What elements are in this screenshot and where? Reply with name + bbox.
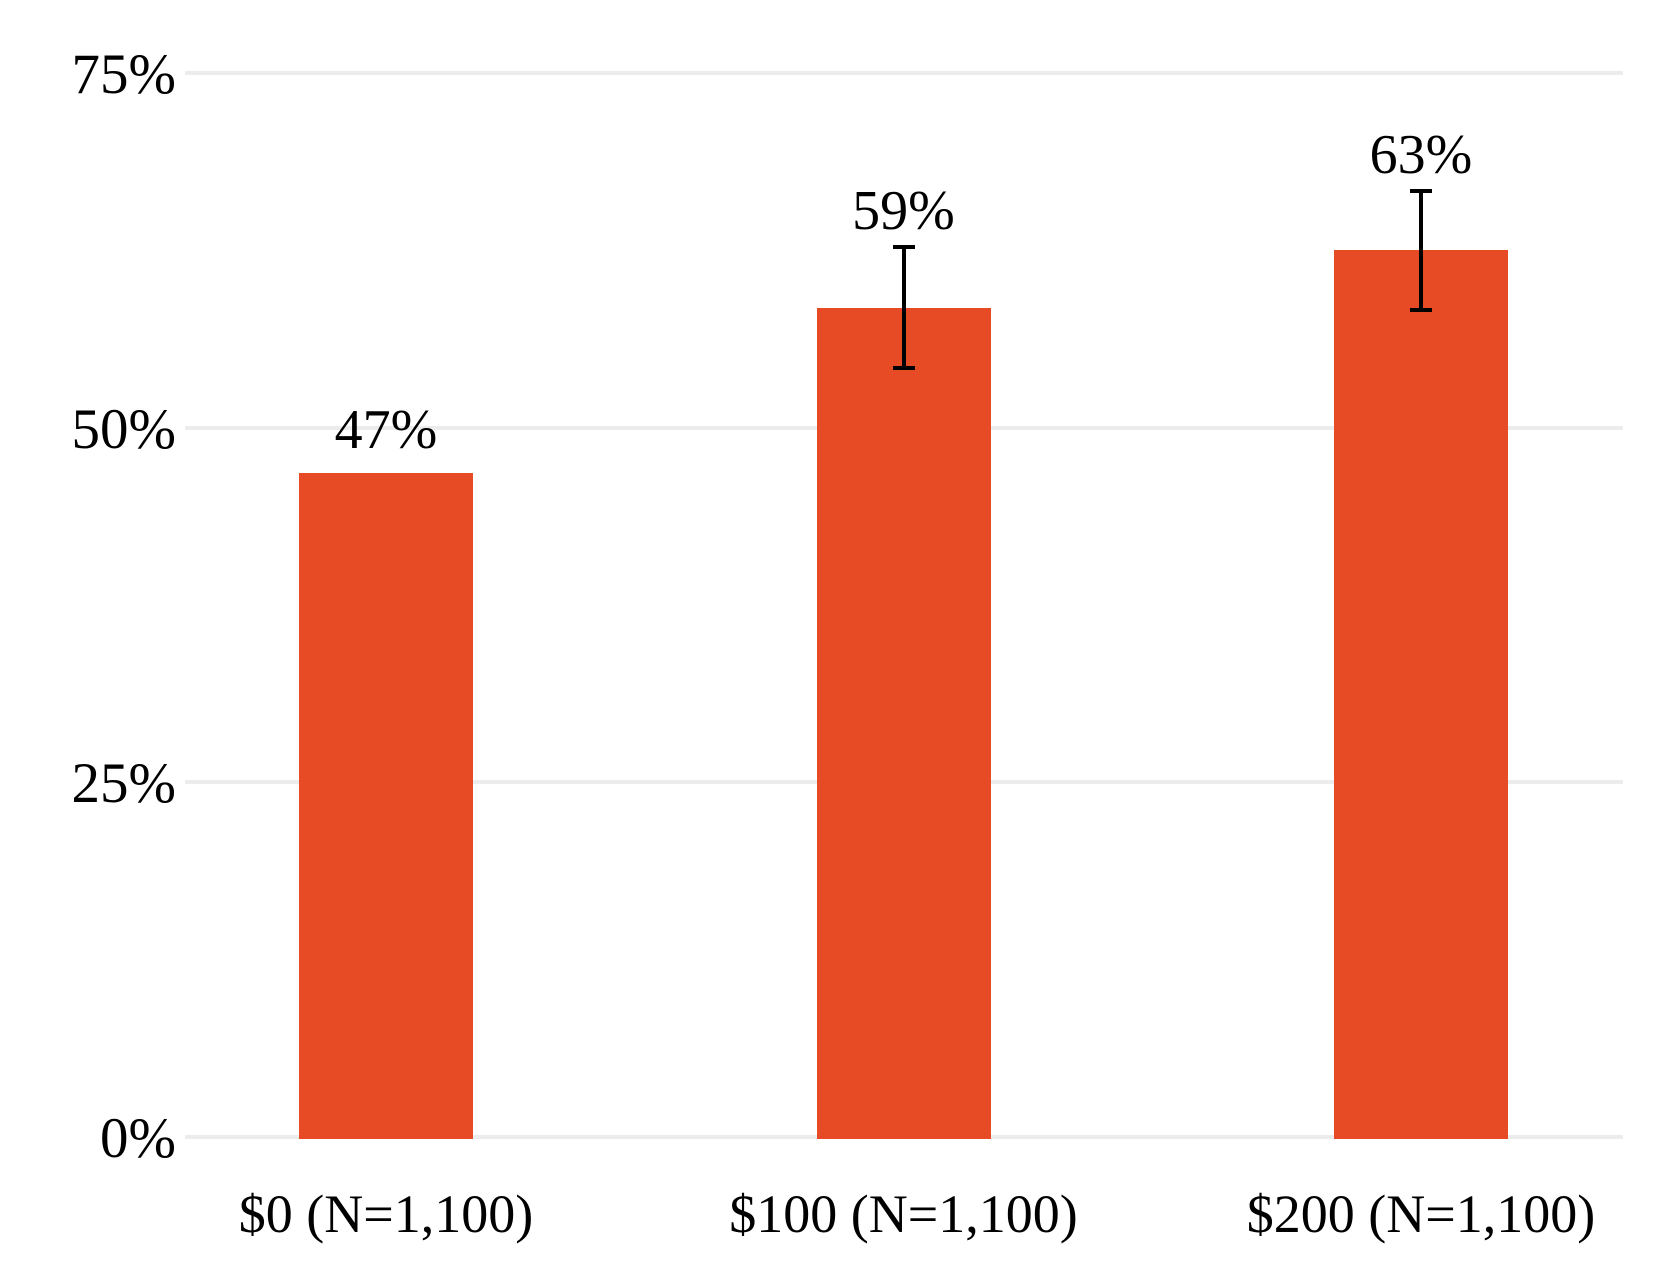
x-axis-category-label: $0 (N=1,100) xyxy=(238,1184,534,1244)
x-axis-category-label: $100 (N=1,100) xyxy=(729,1184,1078,1244)
error-bar-cap-bottom xyxy=(892,365,915,370)
error-bar xyxy=(1419,190,1423,310)
bar-value-label: 63% xyxy=(1369,123,1473,186)
bar-3 xyxy=(1334,250,1508,1139)
error-bar xyxy=(901,247,906,368)
y-axis-tick-label: 50% xyxy=(71,397,176,461)
y-axis-tick-label: 25% xyxy=(71,752,176,816)
bar-1 xyxy=(299,472,473,1139)
y-axis-tick-label: 0% xyxy=(100,1107,176,1170)
error-bar-cap-bottom xyxy=(1410,307,1432,312)
error-bar-cap-top xyxy=(1410,188,1432,193)
bar-value-label: 59% xyxy=(852,180,955,243)
x-axis-category-label: $200 (N=1,100) xyxy=(1246,1184,1596,1244)
bar-2 xyxy=(816,308,991,1139)
error-bar-cap-top xyxy=(892,245,915,250)
y-axis-tick-label: 75% xyxy=(71,42,176,106)
gridline-75 xyxy=(185,70,1623,75)
bar-value-label: 47% xyxy=(334,398,438,461)
